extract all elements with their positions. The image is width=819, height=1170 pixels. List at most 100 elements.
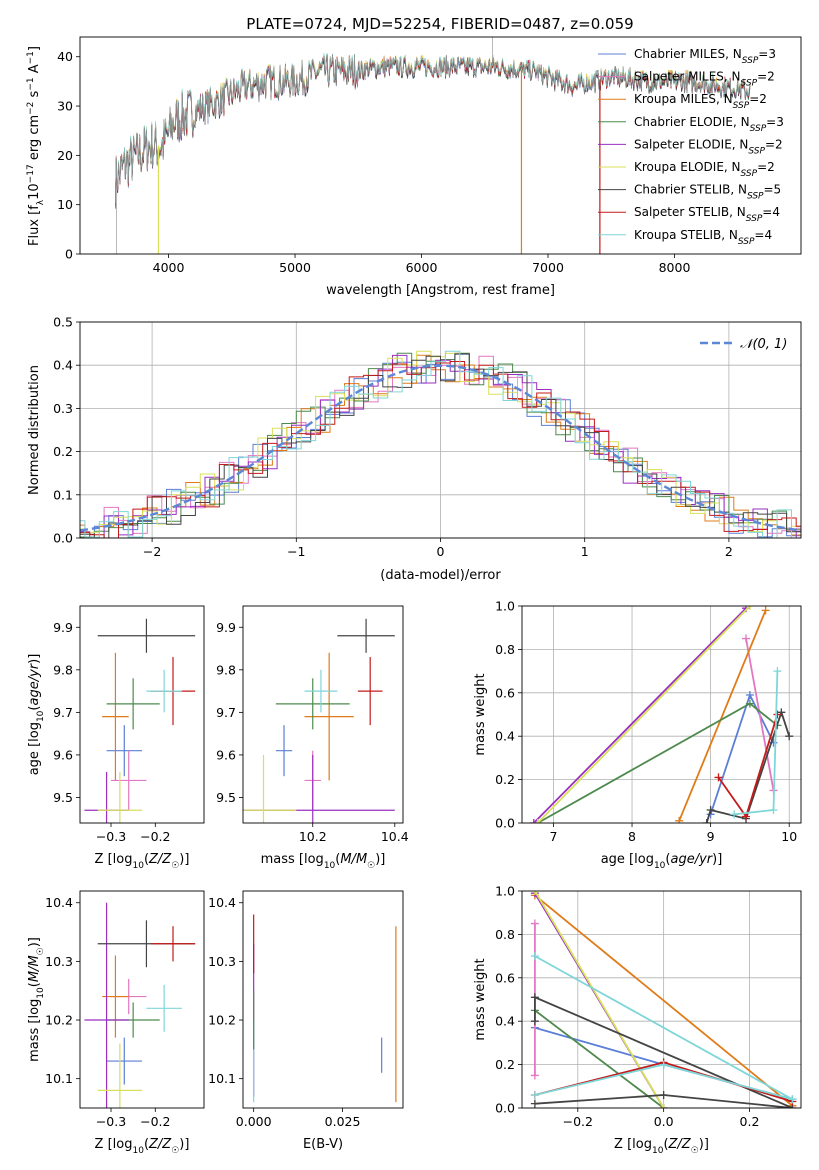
weight-marker	[530, 1099, 539, 1108]
y-tick-label: 1.0	[495, 884, 515, 899]
x-tick-label: 7	[549, 829, 557, 844]
legend-label: Kroupa MILES, NSSP=2	[634, 92, 767, 111]
x-tick-label: 0.2	[740, 1114, 760, 1129]
weight-line	[534, 955, 793, 1101]
y-axis-label: mass weight	[473, 958, 488, 1040]
weight-marker	[530, 891, 539, 895]
panel-spectrum: 4000 5000 6000 7000 8000 0 10 20 30 40 Chabrier MI…	[26, 36, 802, 298]
legend-label: Kroupa STELIB, NSSP=4	[634, 228, 772, 247]
legend-label: 𝒩(0, 1)	[740, 337, 787, 352]
x-tick-label: 0	[437, 544, 445, 559]
panel-ebv-mass: 0.000 0.025 10.1 10.2 10.3 10.4 E(B-V)	[208, 890, 404, 1152]
weight-marker	[773, 710, 782, 719]
legend-label: Chabrier MILES, NSSP=3	[634, 47, 776, 66]
weight-marker	[530, 1071, 539, 1080]
panel-Z-mass: −0.3 −0.2 10.1 10.2 10.3 10.4 Z [log10(Z/Z☉)] m…	[27, 890, 205, 1156]
y-tick-label: 0.0	[495, 1101, 515, 1116]
x-tick-label: 0.025	[325, 1114, 361, 1129]
y-tick-label: 0.3	[53, 401, 73, 416]
y-tick-label: 9.6	[216, 747, 236, 762]
weight-marker	[530, 919, 539, 928]
x-tick-label: 0.000	[236, 1114, 272, 1129]
x-tick-label: 10.4	[381, 829, 409, 844]
normal-curve	[80, 364, 801, 532]
axes-frame	[242, 605, 404, 824]
y-axis-label: Normed distribution	[27, 365, 42, 495]
y-tick-label: 10.1	[45, 1071, 73, 1086]
legend-label: Salpeter STELIB, NSSP=4	[634, 205, 780, 224]
histogram-step	[80, 361, 801, 538]
y-tick-label: 10.1	[208, 1071, 236, 1086]
axes-frame	[79, 36, 802, 255]
weight-line	[534, 1009, 665, 1108]
x-tick-label: 5000	[279, 260, 311, 275]
weight-marker	[769, 805, 778, 814]
y-tick-label: 0.2	[53, 444, 73, 459]
weight-marker	[702, 819, 711, 823]
x-tick-label: −0.2	[563, 1114, 593, 1129]
y-axis-label: Flux [fλ10−17 erg cm−2 s−1 A−1]	[26, 46, 46, 246]
y-tick-label: 10.2	[45, 1013, 73, 1028]
plot-area	[253, 914, 397, 1103]
x-tick-label: −1	[287, 544, 305, 559]
x-axis-label: Z [log10(Z/Z☉)]	[95, 1137, 190, 1156]
x-axis-label: mass [log10(M/M☉)]	[261, 852, 386, 871]
weight-marker	[714, 773, 723, 782]
x-tick-label: 7000	[532, 260, 564, 275]
weight-marker	[730, 810, 739, 819]
y-tick-label: 9.9	[53, 620, 73, 635]
plot-area	[84, 618, 196, 823]
y-tick-label: 9.8	[53, 662, 73, 677]
plot-area	[529, 606, 794, 823]
y-tick-label: 9.9	[216, 620, 236, 635]
axes-frame	[79, 605, 205, 824]
weight-marker	[659, 1090, 668, 1099]
y-tick-label: 40	[57, 49, 73, 64]
x-axis-label: age [log10(age/yr)]	[601, 852, 723, 871]
axes-frame	[79, 890, 205, 1109]
weight-marker	[675, 816, 684, 823]
weight-marker	[530, 1017, 539, 1026]
legend-label: Salpeter MILES, NSSP=2	[634, 70, 775, 89]
y-tick-label: 0.2	[495, 772, 515, 787]
y-tick-label: 0.4	[495, 1014, 515, 1029]
y-tick-label: 9.7	[216, 705, 236, 720]
y-tick-label: 9.6	[53, 747, 73, 762]
x-tick-label: 1	[581, 544, 589, 559]
y-tick-label: 1.0	[495, 599, 515, 614]
y-tick-label: 0.6	[495, 970, 515, 985]
y-tick-label: 10.4	[208, 895, 236, 910]
weight-marker	[530, 1090, 539, 1099]
x-tick-label: −0.3	[96, 1114, 126, 1129]
weight-line	[709, 692, 775, 815]
weight-line	[533, 607, 747, 823]
x-axis-label: Z [log10(Z/Z☉)]	[614, 1137, 709, 1156]
y-tick-label: 0	[65, 247, 73, 262]
x-axis-label: (data-model)/error	[380, 568, 501, 583]
plot-area	[243, 618, 395, 823]
axes-frame	[79, 321, 802, 539]
weight-line	[534, 894, 793, 1107]
weight-line	[745, 638, 775, 791]
weight-marker	[530, 993, 539, 1002]
weight-line	[534, 995, 793, 1108]
legend-label: Chabrier STELIB, NSSP=5	[634, 183, 781, 202]
y-tick-label: 10	[57, 197, 73, 212]
axes-frame	[521, 890, 802, 1109]
weight-marker	[659, 1060, 668, 1069]
x-tick-label: 10	[781, 829, 797, 844]
plot-area	[80, 350, 801, 538]
x-tick-label: 10.2	[299, 829, 327, 844]
x-tick-label: 8	[628, 829, 636, 844]
weight-marker	[785, 732, 794, 741]
weight-marker	[745, 690, 754, 699]
panel-Z-age: −0.3 −0.2 9.5 9.6 9.7 9.8 9.9 Z [log10(Z/Z☉)] ag…	[27, 605, 205, 871]
y-tick-label: 9.8	[216, 662, 236, 677]
plot-area	[530, 891, 797, 1108]
axes-frame	[521, 605, 802, 824]
x-tick-label: 8000	[659, 260, 691, 275]
weight-line	[534, 891, 665, 1108]
x-axis-label: wavelength [Angstrom, rest frame]	[326, 283, 555, 298]
weight-marker	[533, 819, 542, 823]
weight-marker	[745, 606, 754, 610]
